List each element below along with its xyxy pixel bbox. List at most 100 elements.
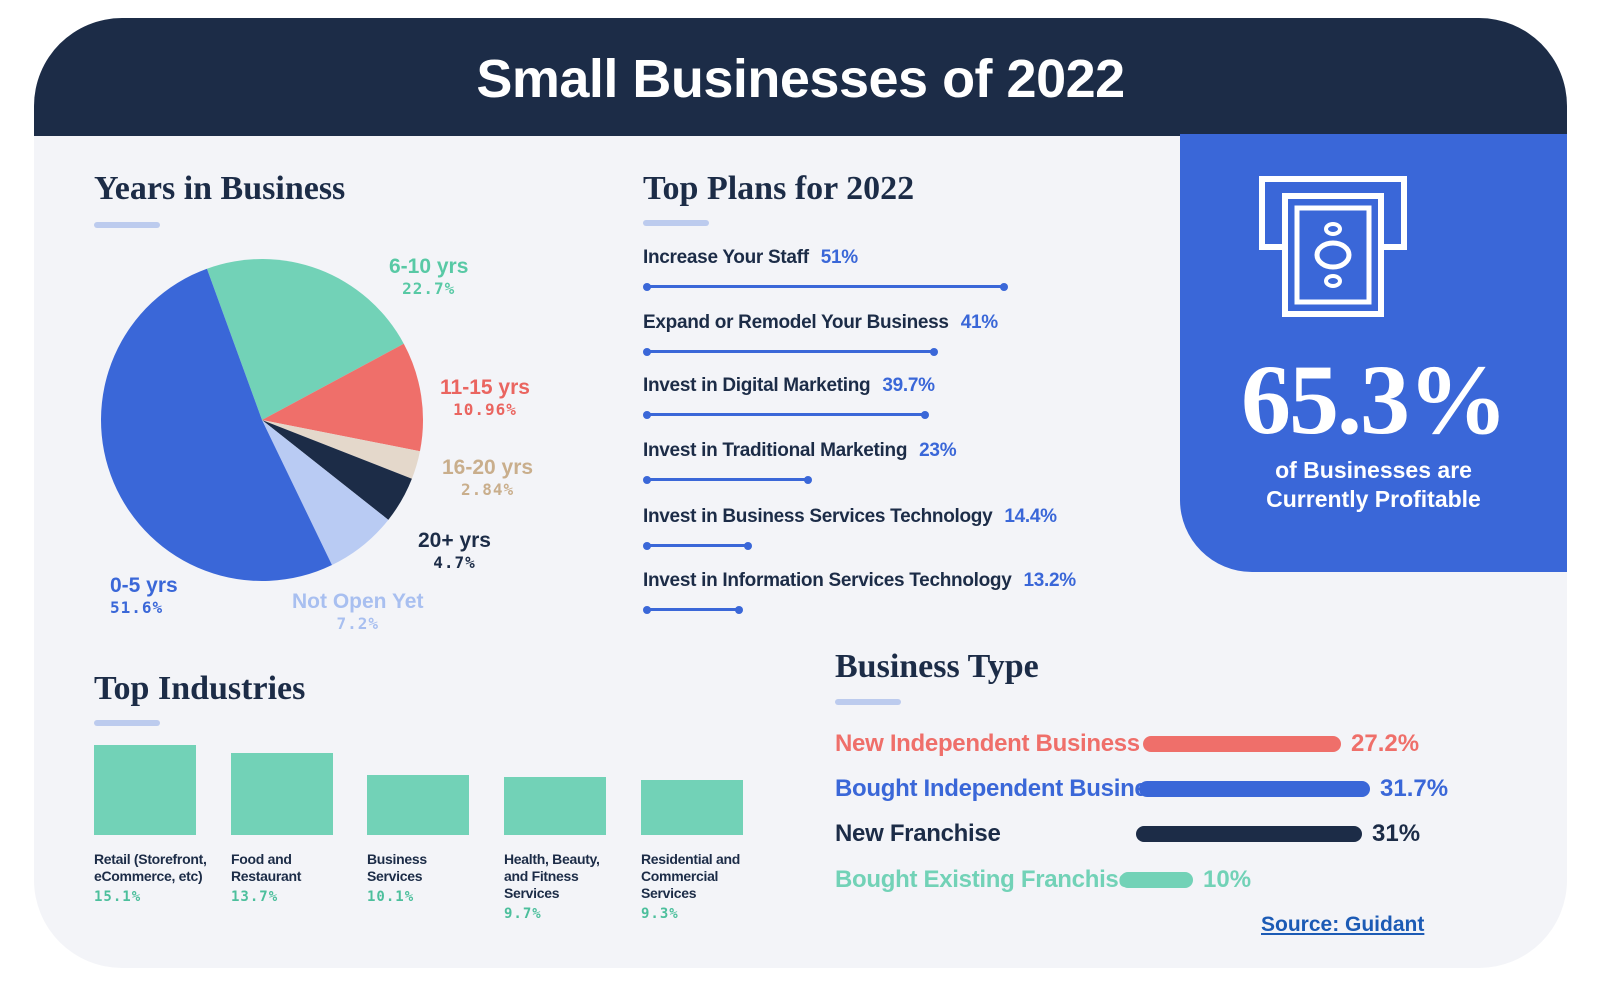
- plan-line-2: [647, 350, 934, 353]
- plan-dot-end: [804, 475, 812, 484]
- business-type-bar-1: [1143, 736, 1341, 752]
- pie-label-name: 6-10 yrs: [389, 255, 469, 278]
- plan-value: 51%: [820, 247, 858, 268]
- plan-dot-end: [920, 410, 929, 419]
- plan-name: Increase Your Staff: [643, 247, 809, 268]
- plans-section-title: Top Plans for 2022: [643, 170, 915, 207]
- plan-line-4: [647, 478, 808, 481]
- pie-label-pct: 4.7%: [433, 553, 476, 572]
- plan-dot-end: [1000, 282, 1008, 291]
- profit-caption: of Businesses are Currently Profitable: [1180, 456, 1567, 514]
- industry-bar-5: [641, 779, 743, 835]
- business-type-value-4: 10%: [1203, 866, 1252, 893]
- pie-label-3: 16-20 yrs 2.84%: [442, 457, 533, 501]
- industry-label-3: Business Services: [367, 851, 497, 885]
- pie-label-pct: 51.6%: [110, 598, 164, 617]
- page-title: Small Businesses of 2022: [476, 49, 1125, 109]
- plan-dot-start: [643, 475, 651, 484]
- industry-label-line: and Fitness: [504, 868, 579, 884]
- plan-value: 13.2%: [1023, 570, 1077, 591]
- plan-line-5: [647, 544, 748, 547]
- industry-label-line: Food and: [231, 851, 292, 867]
- profit-value: 65.3%: [1241, 344, 1508, 455]
- plan-dot-start: [643, 282, 651, 291]
- profit-caption-line2: Currently Profitable: [1266, 486, 1481, 512]
- business-type-label-2: Bought Independent Business: [835, 775, 1174, 802]
- pie-label-name: 16-20 yrs: [442, 456, 534, 479]
- industry-label-1: Retail (Storefront, eCommerce, etc): [94, 851, 224, 885]
- business-type-label-1: New Independent Business: [835, 730, 1140, 757]
- pie-label-pct: 7.2%: [336, 614, 379, 633]
- pie-label-1: 6-10 yrs 22.7%: [389, 256, 468, 300]
- plan-label-2: Expand or Remodel Your Business 41%: [643, 312, 998, 334]
- industries-section-underline: [94, 720, 160, 726]
- plan-value: 14.4%: [1004, 506, 1057, 527]
- pie-label-5: Not Open Yet 7.2%: [292, 591, 423, 635]
- pie-label-name: Not Open Yet: [292, 590, 424, 613]
- pie-label-6: 0-5 yrs 51.6%: [110, 575, 178, 619]
- industry-bar-1: [94, 745, 196, 835]
- industry-value-2: 13.7%: [231, 889, 279, 905]
- business-type-label-3: New Franchise: [835, 820, 1001, 847]
- pie-label-2: 11-15 yrs 10.96%: [440, 377, 530, 421]
- plan-name: Invest in Business Services Technology: [643, 506, 993, 527]
- plan-dot-start: [643, 347, 651, 356]
- industry-value-5: 9.3%: [641, 906, 679, 922]
- plan-line-1: [647, 285, 1004, 288]
- plan-dot-end: [743, 541, 752, 550]
- business-type-section-title: Business Type: [835, 648, 1039, 685]
- business-type-value-3: 31%: [1372, 820, 1421, 847]
- business-type-section-underline: [835, 699, 901, 705]
- plan-label-4: Invest in Traditional Marketing 23%: [643, 440, 957, 462]
- plan-name: Invest in Digital Marketing: [643, 375, 871, 396]
- years-section-underline: [94, 222, 160, 228]
- plan-dot-end: [735, 605, 744, 614]
- plan-label-5: Invest in Business Services Technology 14…: [643, 506, 1057, 528]
- plans-section-underline: [643, 220, 709, 226]
- header-banner: Small Businesses of 2022: [34, 18, 1567, 136]
- pie-label-name: 20+ yrs: [418, 529, 491, 552]
- plan-dot-start: [643, 605, 651, 614]
- plan-value: 41%: [960, 312, 998, 333]
- plan-value: 39.7%: [882, 375, 935, 396]
- plan-line-3: [647, 413, 925, 416]
- plan-value: 23%: [919, 440, 957, 461]
- industry-bar-4: [504, 777, 606, 835]
- business-type-value-2: 31.7%: [1380, 775, 1449, 802]
- industry-label-line: Retail (Storefront,: [94, 851, 207, 867]
- industry-label-line: Services: [641, 885, 697, 901]
- profit-caption-line1: of Businesses are: [1275, 457, 1472, 483]
- industry-label-line: Business: [367, 851, 427, 867]
- industry-label-line: Services: [504, 885, 560, 901]
- plan-dot-start: [643, 410, 651, 419]
- plan-dot-start: [643, 541, 651, 550]
- business-type-value-1: 27.2%: [1351, 730, 1420, 757]
- industry-label-line: Residential and: [641, 851, 740, 867]
- pie-label-4: 20+ yrs 4.7%: [418, 530, 491, 574]
- business-type-bar-2: [1139, 781, 1370, 797]
- pie-label-name: 11-15 yrs: [440, 376, 530, 399]
- industry-value-4: 9.7%: [504, 906, 542, 922]
- plan-label-1: Increase Your Staff 51%: [643, 247, 858, 269]
- plan-label-3: Invest in Digital Marketing 39.7%: [643, 375, 935, 397]
- pie-label-name: 0-5 yrs: [110, 574, 178, 597]
- industry-label-line: Restaurant: [231, 868, 302, 884]
- industries-section-title: Top Industries: [94, 670, 306, 707]
- plan-line-6: [647, 608, 740, 611]
- plan-label-6: Invest in Information Services Technolog…: [643, 570, 1076, 592]
- pie-label-pct: 10.96%: [453, 400, 517, 419]
- industry-label-5: Residential and Commercial Services: [641, 851, 771, 902]
- industry-label-line: Commercial: [641, 868, 719, 884]
- industry-label-line: Health, Beauty,: [504, 851, 600, 867]
- plan-name: Expand or Remodel Your Business: [643, 312, 949, 333]
- business-type-bar-3: [1136, 826, 1362, 842]
- industry-label-line: Services: [367, 868, 423, 884]
- industry-value-3: 10.1%: [367, 889, 415, 905]
- pie-label-pct: 22.7%: [402, 279, 456, 298]
- industry-bar-3: [367, 774, 469, 835]
- plan-name: Invest in Information Services Technolog…: [643, 570, 1012, 591]
- business-type-label-4: Bought Existing Franchise: [835, 866, 1132, 893]
- source-link[interactable]: Source: Guidant: [1261, 913, 1425, 936]
- cash-machine-icon: [1259, 176, 1407, 317]
- pie-label-pct: 2.84%: [460, 480, 515, 499]
